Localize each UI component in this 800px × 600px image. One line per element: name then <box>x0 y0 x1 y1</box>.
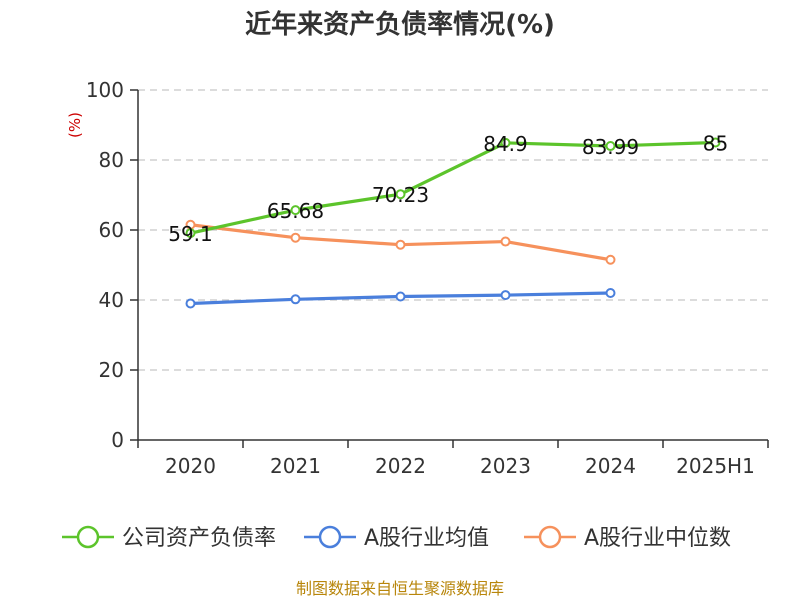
x-tick-label: 2024 <box>585 454 636 478</box>
legend-label: A股行业中位数 <box>584 526 731 551</box>
data-point <box>185 298 196 309</box>
source-note: 制图数据来自恒生聚源数据库 <box>296 579 504 598</box>
legend-item: A股行业中位数 <box>524 525 731 551</box>
data-point <box>290 232 301 243</box>
legend-label: 公司资产负债率 <box>122 526 276 551</box>
y-tick-label: 0 <box>111 428 124 452</box>
data-point <box>185 228 196 239</box>
legend-label: A股行业均值 <box>364 526 489 551</box>
legend-item: 公司资产负债率 <box>62 525 276 551</box>
data-point <box>395 291 406 302</box>
data-point <box>605 288 616 298</box>
axes: 0 20 40 60 80 100 2020 2021 2022 2023 2024 2025H1 <box>86 78 769 478</box>
series-line <box>190 140 716 235</box>
y-axis-label: (%) <box>66 112 84 138</box>
gridlines <box>138 89 768 371</box>
y-tick-label: 100 <box>86 78 124 102</box>
data-label: 84.9 <box>483 132 528 156</box>
data-labels: 59.1 65.68 70.23 84.9 83.99 85 <box>168 132 728 247</box>
data-point <box>395 239 406 250</box>
data-point <box>605 254 616 265</box>
data-point <box>290 294 301 305</box>
legend-marker <box>538 525 562 549</box>
chart-title: 近年来资产负债率情况(%) <box>245 9 555 40</box>
data-label: 85 <box>703 132 728 156</box>
data-point <box>395 189 406 200</box>
x-tick-label: 2022 <box>375 454 426 478</box>
y-tick-label: 80 <box>99 148 124 172</box>
data-label: 59.1 <box>168 222 213 246</box>
y-tick-label: 60 <box>99 218 124 242</box>
y-tick-label: 20 <box>99 358 124 382</box>
legend-item: A股行业均值 <box>304 525 489 551</box>
series <box>185 137 721 309</box>
data-point <box>500 290 511 301</box>
data-label: 70.23 <box>372 183 429 207</box>
data-point <box>500 137 511 148</box>
x-tick-label: 2021 <box>270 454 321 478</box>
data-point <box>605 141 616 152</box>
data-point <box>290 205 301 216</box>
x-tick-label: 2023 <box>480 454 531 478</box>
y-tick-label: 40 <box>99 288 124 312</box>
data-point <box>710 137 721 148</box>
data-point <box>500 236 511 247</box>
data-label: 65.68 <box>267 199 324 223</box>
legend-marker <box>76 525 100 549</box>
x-tick-label: 2025H1 <box>676 454 755 478</box>
legend-marker <box>318 525 342 549</box>
x-tick-label: 2020 <box>165 454 216 478</box>
legend: 公司资产负债率 A股行业均值 A股行业中位数 <box>62 525 731 551</box>
data-label: 83.99 <box>582 135 639 159</box>
